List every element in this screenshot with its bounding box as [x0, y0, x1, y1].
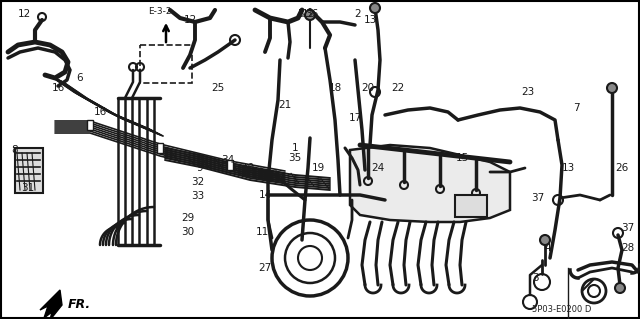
- Text: 35: 35: [289, 153, 301, 163]
- Text: 36: 36: [305, 9, 319, 19]
- Text: FR.: FR.: [68, 298, 91, 311]
- Text: 22: 22: [392, 83, 404, 93]
- Text: 17: 17: [348, 113, 362, 123]
- Text: 28: 28: [621, 243, 635, 253]
- Text: 31: 31: [21, 183, 35, 193]
- Text: 20: 20: [362, 83, 374, 93]
- Text: 33: 33: [191, 191, 205, 201]
- Bar: [227, 160, 233, 170]
- Text: 30: 30: [181, 227, 195, 237]
- Text: 37: 37: [531, 193, 545, 203]
- Bar: [455, 195, 487, 217]
- Bar: [157, 143, 163, 153]
- Polygon shape: [350, 145, 510, 222]
- Text: 32: 32: [191, 177, 205, 187]
- Circle shape: [615, 283, 625, 293]
- Text: 10: 10: [241, 163, 255, 173]
- Text: 26: 26: [616, 163, 628, 173]
- Bar: [140, 45, 192, 83]
- Text: 2: 2: [355, 9, 362, 19]
- Text: 5: 5: [297, 9, 303, 19]
- Text: 12: 12: [184, 15, 196, 25]
- Text: 29: 29: [181, 213, 195, 223]
- Text: 27: 27: [259, 263, 271, 273]
- Text: 13: 13: [561, 163, 575, 173]
- Circle shape: [540, 235, 550, 245]
- Text: 8: 8: [12, 145, 19, 155]
- Text: 13: 13: [364, 15, 376, 25]
- Text: 23: 23: [522, 87, 534, 97]
- Bar: [87, 120, 93, 130]
- Text: 5P03-E0200 D: 5P03-E0200 D: [532, 306, 591, 315]
- Text: 9: 9: [196, 163, 204, 173]
- Text: 34: 34: [221, 155, 235, 165]
- Text: 3: 3: [532, 273, 538, 283]
- Text: 18: 18: [328, 83, 342, 93]
- Text: 24: 24: [371, 163, 385, 173]
- Polygon shape: [40, 290, 62, 319]
- Text: 16: 16: [51, 83, 65, 93]
- Circle shape: [607, 83, 617, 93]
- Text: 14: 14: [259, 190, 271, 200]
- Text: 25: 25: [211, 83, 225, 93]
- Text: 12: 12: [17, 9, 31, 19]
- Text: 37: 37: [621, 223, 635, 233]
- Text: 15: 15: [456, 153, 468, 163]
- Circle shape: [305, 10, 315, 20]
- Text: 16: 16: [93, 107, 107, 117]
- Text: 11: 11: [255, 227, 269, 237]
- Text: 6: 6: [77, 73, 83, 83]
- Text: 12: 12: [301, 9, 315, 19]
- Text: 4: 4: [545, 243, 551, 253]
- Text: 21: 21: [278, 100, 292, 110]
- Circle shape: [370, 3, 380, 13]
- Text: 1: 1: [292, 143, 298, 153]
- Bar: [15, 148, 43, 193]
- Text: 7: 7: [573, 103, 579, 113]
- Text: 19: 19: [312, 163, 324, 173]
- Text: E-3-2: E-3-2: [148, 8, 172, 17]
